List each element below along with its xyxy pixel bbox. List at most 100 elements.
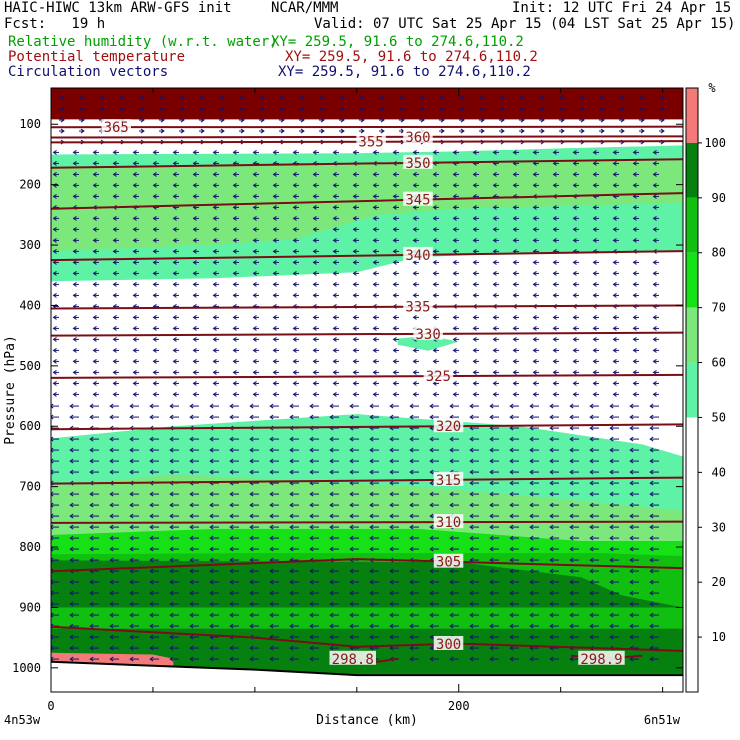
circulation-vector-head: [140, 106, 145, 112]
circulation-vector-head: [89, 656, 94, 662]
circulation-vector-head: [569, 579, 574, 585]
circulation-vector-head: [432, 281, 437, 287]
circulation-vector-head: [172, 226, 177, 232]
circulation-vector-head: [649, 403, 654, 409]
circulation-vector-head: [652, 160, 657, 166]
circulation-vector-head: [629, 535, 634, 541]
circulation-vector-head: [532, 314, 537, 320]
circulation-vector-head: [629, 491, 634, 497]
circulation-vector-head: [292, 314, 297, 320]
circulation-vector-head: [549, 502, 554, 508]
circulation-vector-head: [649, 513, 654, 519]
circulation-vector-head: [509, 469, 514, 475]
circulation-vector-head: [449, 546, 454, 552]
circulation-vector-head: [652, 204, 657, 210]
circulation-vector-head: [329, 579, 334, 585]
circulation-vector-head: [149, 447, 154, 453]
theta-label-bg: [403, 246, 433, 261]
circulation-vector-head: [92, 347, 97, 353]
theta-label-340: 340: [405, 248, 430, 264]
circulation-vector-head: [529, 634, 534, 640]
circulation-vector-head: [392, 292, 397, 298]
circulation-vector-head: [109, 612, 114, 618]
circulation-vector-head: [69, 458, 74, 464]
circulation-vector-head: [172, 215, 177, 221]
circulation-vector-head: [360, 117, 365, 123]
legend-field-vectors: Circulation vectors: [8, 64, 169, 80]
circulation-vector-head: [369, 480, 374, 486]
circulation-vector-head: [492, 325, 497, 331]
circulation-vector-head: [329, 568, 334, 574]
circulation-vector-head: [169, 491, 174, 497]
circulation-vector-head: [469, 623, 474, 629]
circulation-vector-head: [389, 458, 394, 464]
circulation-vector-head: [612, 215, 617, 221]
circulation-vector-head: [469, 590, 474, 596]
circulation-vector-head: [292, 149, 297, 155]
circulation-vector-head: [609, 524, 614, 530]
circulation-vector-head: [472, 314, 477, 320]
circulation-vector-head: [209, 623, 214, 629]
circulation-vector-head: [109, 535, 114, 541]
circulation-vector-head: [129, 645, 134, 651]
circulation-vector-head: [512, 270, 517, 276]
circulation-vector-head: [429, 601, 434, 607]
circulation-vector-head: [72, 380, 77, 386]
circulation-vector-head: [152, 325, 157, 331]
circulation-vector-head: [52, 292, 57, 298]
circulation-vector-head: [569, 403, 574, 409]
circulation-vector-head: [152, 193, 157, 199]
circulation-vector-head: [472, 248, 477, 254]
circulation-vector-head: [129, 513, 134, 519]
circulation-vector-head: [109, 513, 114, 519]
circulation-vector-head: [489, 524, 494, 530]
colorbar-label: 90: [712, 191, 726, 205]
circulation-vector-head: [312, 149, 317, 155]
circulation-vector-head: [629, 557, 634, 563]
circulation-vector-head: [549, 414, 554, 420]
circulation-vector-head: [369, 403, 374, 409]
circulation-vector-head: [229, 513, 234, 519]
circulation-vector-head: [389, 436, 394, 442]
circulation-vector-head: [272, 237, 277, 243]
circulation-vector-head: [132, 270, 137, 276]
circulation-vector-head: [552, 391, 557, 397]
circulation-vector-head: [352, 226, 357, 232]
circulation-vector-head: [660, 117, 665, 123]
circulation-vector-head: [149, 645, 154, 651]
theta-label-305: 305: [436, 555, 461, 571]
circulation-vector-head: [620, 106, 625, 112]
circulation-vector-head: [552, 336, 557, 342]
circulation-vector-head: [152, 149, 157, 155]
circulation-vector-head: [452, 325, 457, 331]
y-tick-label: 200: [19, 178, 41, 192]
circulation-vector-head: [229, 469, 234, 475]
circulation-vector-head: [492, 347, 497, 353]
circulation-vector-head: [289, 601, 294, 607]
circulation-vector-head: [452, 171, 457, 177]
circulation-vector-head: [92, 248, 97, 254]
circulation-vector-head: [212, 369, 217, 375]
circulation-vector-head: [609, 447, 614, 453]
circulation-vector-head: [480, 95, 485, 101]
circulation-vector-head: [72, 292, 77, 298]
circulation-vector-head: [300, 106, 305, 112]
circulation-vector-head: [569, 535, 574, 541]
circulation-vector-head: [429, 513, 434, 519]
circulation-vector-head: [232, 369, 237, 375]
circulation-vector-head: [72, 270, 77, 276]
circulation-vector-head: [332, 369, 337, 375]
circulation-vector-head: [472, 281, 477, 287]
circulation-vector-head: [429, 491, 434, 497]
circulation-vector-head: [529, 414, 534, 420]
circulation-vector-head: [492, 380, 497, 386]
circulation-vector-head: [329, 436, 334, 442]
circulation-vector-head: [289, 623, 294, 629]
circulation-vector-head: [452, 347, 457, 353]
circulation-vector-head: [472, 215, 477, 221]
circulation-vector-head: [109, 623, 114, 629]
circulation-vector-head: [492, 391, 497, 397]
circulation-vector-head: [69, 557, 74, 563]
circulation-vector-head: [220, 95, 225, 101]
circulation-vector-head: [412, 391, 417, 397]
